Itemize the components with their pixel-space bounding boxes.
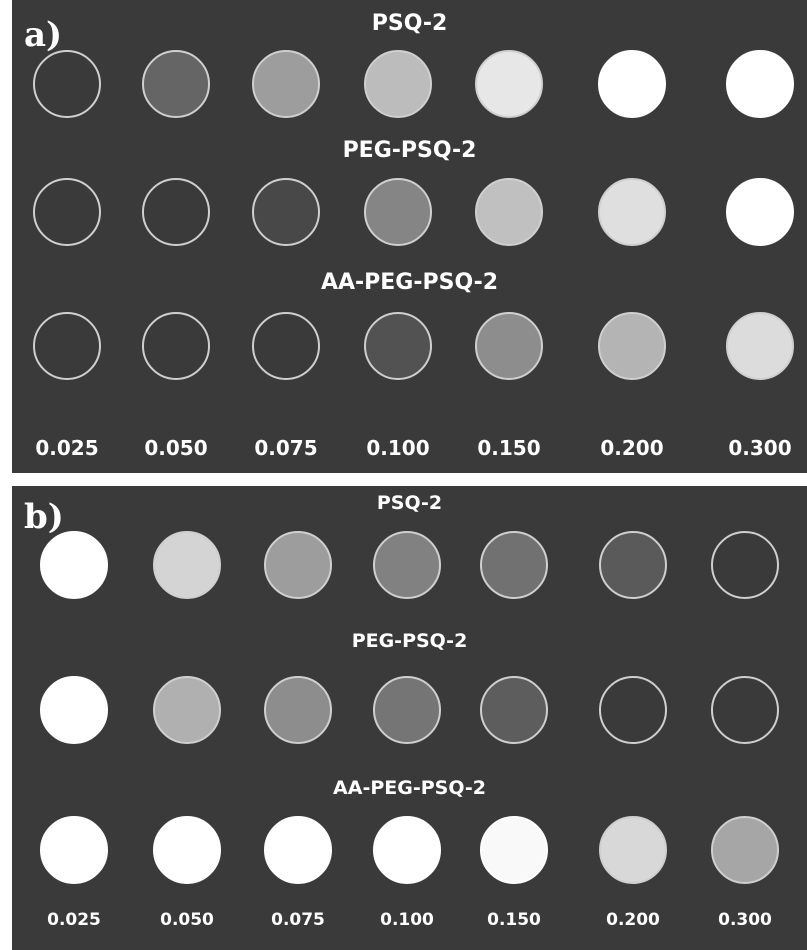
sample-well: [252, 50, 320, 118]
sample-well: [373, 676, 441, 744]
sample-well: [142, 312, 210, 380]
sample-well: [711, 816, 779, 884]
panel-b-row-1-title: PSQ-2: [376, 492, 443, 514]
sample-well: [475, 312, 543, 380]
panel-a-label: a): [24, 15, 63, 55]
panel-a: a) PSQ-2 PEG-PSQ-2 AA-PEG-PSQ-2 0.025 0.…: [12, 0, 807, 473]
panel-b-conc-label: 0.150: [487, 910, 541, 930]
panel-b-label: b): [24, 497, 64, 537]
sample-well: [599, 531, 667, 599]
panel-a-conc-label: 0.300: [728, 436, 792, 460]
sample-well: [364, 178, 432, 246]
sample-well: [252, 178, 320, 246]
sample-well: [40, 531, 108, 599]
sample-well: [726, 178, 794, 246]
sample-well: [480, 531, 548, 599]
panel-b: b) PSQ-2 PEG-PSQ-2 AA-PEG-PSQ-2 0.025 0.…: [12, 486, 807, 950]
sample-well: [264, 816, 332, 884]
sample-well: [40, 816, 108, 884]
panel-b-row-3-title: AA-PEG-PSQ-2: [333, 777, 486, 799]
panel-a-row-2-title: PEG-PSQ-2: [342, 138, 477, 163]
panel-a-conc-label: 0.075: [254, 436, 318, 460]
panel-b-conc-label: 0.200: [606, 910, 660, 930]
panel-a-conc-label: 0.025: [35, 436, 99, 460]
sample-well: [598, 50, 666, 118]
sample-well: [475, 178, 543, 246]
panel-b-conc-label: 0.025: [47, 910, 101, 930]
sample-well: [598, 312, 666, 380]
sample-well: [480, 676, 548, 744]
panel-a-conc-label: 0.150: [477, 436, 541, 460]
sample-well: [153, 676, 221, 744]
sample-well: [264, 676, 332, 744]
sample-well: [711, 531, 779, 599]
panel-b-conc-label: 0.050: [160, 910, 214, 930]
sample-well: [373, 531, 441, 599]
sample-well: [711, 676, 779, 744]
panel-b-conc-label: 0.300: [718, 910, 772, 930]
sample-well: [142, 50, 210, 118]
sample-well: [40, 676, 108, 744]
sample-well: [153, 531, 221, 599]
sample-well: [480, 816, 548, 884]
panel-a-conc-label: 0.050: [144, 436, 208, 460]
sample-well: [373, 816, 441, 884]
sample-well: [264, 531, 332, 599]
sample-well: [33, 50, 101, 118]
panel-a-conc-label: 0.100: [366, 436, 430, 460]
sample-well: [598, 178, 666, 246]
sample-well: [364, 50, 432, 118]
sample-well: [475, 50, 543, 118]
sample-well: [599, 676, 667, 744]
sample-well: [599, 816, 667, 884]
sample-well: [364, 312, 432, 380]
panel-a-row-3-title: AA-PEG-PSQ-2: [320, 270, 499, 295]
sample-well: [142, 178, 210, 246]
sample-well: [726, 50, 794, 118]
panel-a-conc-label: 0.200: [600, 436, 664, 460]
sample-well: [726, 312, 794, 380]
panel-b-conc-label: 0.100: [380, 910, 434, 930]
panel-b-conc-label: 0.075: [271, 910, 325, 930]
sample-well: [33, 178, 101, 246]
sample-well: [252, 312, 320, 380]
panel-b-row-2-title: PEG-PSQ-2: [351, 630, 468, 652]
sample-well: [33, 312, 101, 380]
sample-well: [153, 816, 221, 884]
panel-a-row-1-title: PSQ-2: [371, 11, 448, 36]
